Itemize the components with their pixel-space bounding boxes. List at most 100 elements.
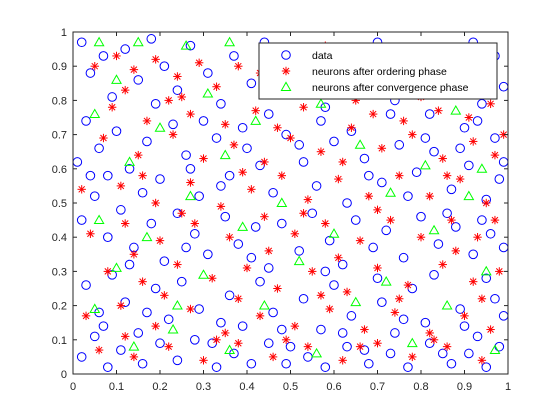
ordering-neuron-point [86,229,95,238]
ordering-neuron-point [238,168,247,177]
convergence-neuron-point [293,255,305,266]
ordering-neuron-point [408,352,417,362]
data-point [150,99,161,109]
ordering-neuron-point [116,301,126,310]
data-point [398,314,409,325]
data-point [142,136,152,147]
ordering-neuron-point [273,284,282,293]
ordering-neuron-point [316,291,326,300]
data-point [185,164,196,174]
data-point [320,362,331,372]
data-point [237,321,248,331]
ordering-neuron-point [134,150,143,160]
data-point [420,133,431,143]
ordering-neuron-point [477,356,487,365]
ordering-neuron-point [455,174,465,184]
convergence-neuron-point [171,299,183,310]
data-point [116,205,126,215]
convergence-neuron-point [354,139,366,149]
data-point [294,140,305,150]
data-point [103,170,113,181]
ordering-neuron-point [151,321,160,331]
convergence-neuron-point [111,262,122,272]
ordering-neuron-point [286,133,295,143]
convergence-neuron-point [237,221,249,231]
ordering-neuron-point [221,328,230,338]
data-point [390,328,400,338]
data-point [159,61,170,71]
ordering-neuron-point [177,209,186,218]
ordering-neuron-point [281,335,291,344]
ordering-neuron-point [129,352,139,362]
x-tick-label: 0.8 [413,381,428,393]
ordering-neuron-point [112,51,121,61]
data-point [120,44,130,54]
x-tick-label: 0.6 [326,381,341,393]
convergence-neuron-point [328,228,340,238]
convergence-neuron-point [198,269,209,279]
data-point [85,170,96,181]
y-tick-label: 1 [61,27,67,39]
data-point [477,99,487,109]
data-point [268,187,278,198]
convergence-neuron-point [419,159,431,170]
data-point [98,321,109,331]
ordering-neuron-point [429,335,439,344]
ordering-neuron-point [151,55,160,64]
ordering-neuron-point [77,185,86,194]
data-point [146,218,157,229]
convergence-neuron-point [141,231,153,242]
data-point [233,239,244,249]
data-point [472,116,483,126]
data-point [237,122,248,133]
legend-label: neurons after convergence phase [312,82,469,94]
ordering-neuron-point [164,96,173,105]
data-point [320,266,331,277]
data-point [263,338,274,349]
ordering-neuron-point [107,103,117,112]
ordering-neuron-point [208,274,217,283]
convergence-neuron-point [132,36,144,47]
ordering-neuron-point [386,215,395,225]
data-point [107,92,117,102]
data-point [194,304,204,314]
data-point [81,280,91,290]
data-point [137,187,148,198]
ordering-neuron-point [194,58,204,67]
ordering-neuron-point [212,335,221,344]
ordering-neuron-point [255,311,265,321]
data-point [111,126,122,136]
data-point [246,78,257,89]
y-tick-label: 0.7 [52,130,67,142]
data-point [220,211,231,222]
ordering-neuron-point [177,92,186,102]
data-point [211,362,222,372]
data-point [398,252,409,263]
convergence-neuron-point [476,163,488,173]
y-tick-label: 0.3 [52,266,67,278]
data-point [368,242,378,253]
convergence-neuron-point [315,98,327,108]
data-point [181,242,191,253]
data-point [342,198,352,208]
legend-label: neurons after ordering phase [312,66,447,78]
ordering-neuron-point [260,157,269,167]
data-point [342,341,352,352]
data-point [455,143,465,154]
x-tick-label: 0.2 [152,381,167,393]
ordering-neuron-point [160,291,169,300]
ordering-neuron-point [325,304,334,314]
data-point [294,246,305,256]
ordering-neuron-point [142,116,152,126]
ordering-neuron-point [299,103,308,112]
data-point [137,358,148,369]
data-point [377,177,387,188]
convergence-neuron-point [124,156,136,166]
ordering-neuron-point [355,342,365,351]
data-point [442,208,452,219]
convergence-neuron-point [202,87,214,98]
ordering-neuron-point [121,85,130,95]
data-point [246,252,257,263]
ordering-neuron-point [338,157,347,167]
ordering-neuron-point [477,294,487,303]
